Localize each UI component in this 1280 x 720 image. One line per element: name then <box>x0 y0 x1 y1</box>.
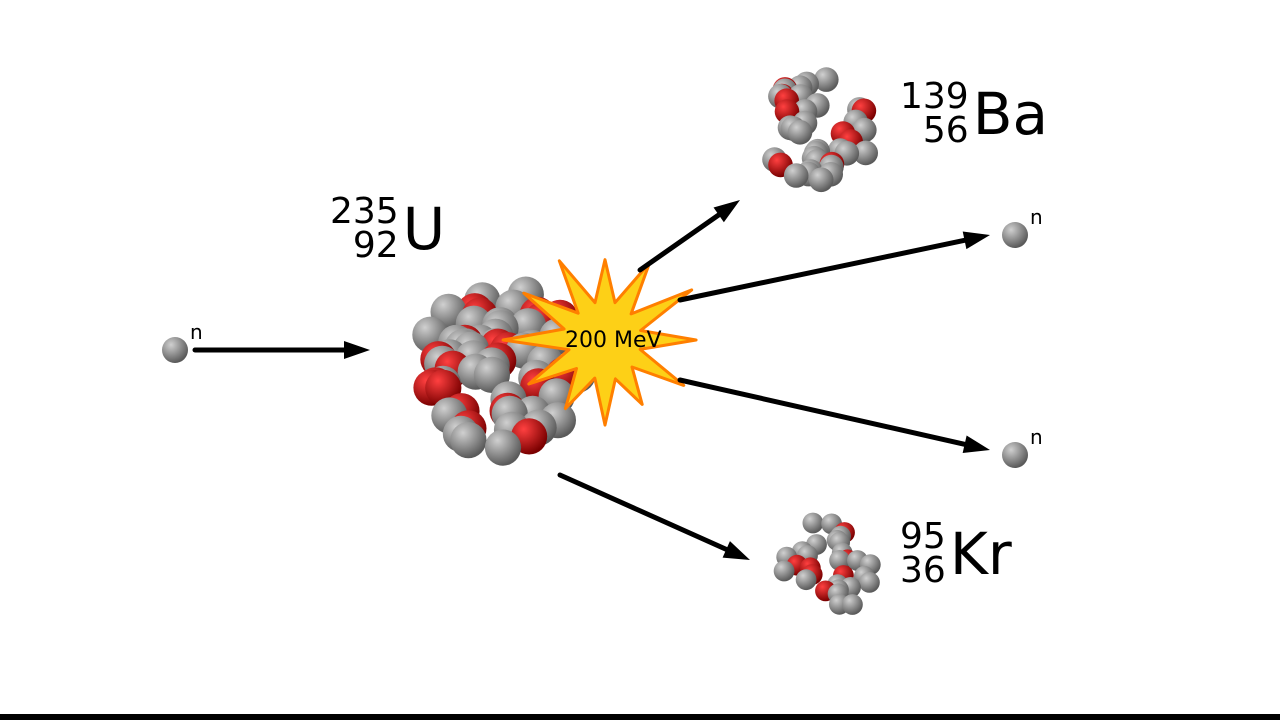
krypton-symbol: Kr <box>950 527 1012 582</box>
krypton-label: 95 36 Kr <box>900 520 1012 588</box>
incoming-neutron-label: n <box>190 320 203 344</box>
arrow-to-n1-head <box>963 232 990 250</box>
barium-nucleus <box>762 67 878 192</box>
arrow-in-head <box>344 341 370 359</box>
barium-label: 139 56 Ba <box>900 80 1048 148</box>
neutron-out-1-label: n <box>1030 205 1043 229</box>
arrow-to-ba-head <box>714 200 740 222</box>
uranium-label: 235 92 U <box>330 195 445 263</box>
uranium-symbol: U <box>403 202 445 257</box>
uranium-z: 92 <box>353 225 399 266</box>
fission-diagram: 235 92 U 139 56 Ba 95 36 Kr n n n 200 Me… <box>0 0 1280 720</box>
energy-label: 200 MeV <box>565 328 662 353</box>
barium-symbol: Ba <box>973 87 1048 142</box>
arrow-to-n1 <box>680 240 965 300</box>
neutron-out-1 <box>1002 222 1028 248</box>
neutron-out-2-label: n <box>1030 425 1043 449</box>
arrow-to-kr-head <box>723 541 750 560</box>
arrow-to-n2 <box>680 380 965 444</box>
bottom-bar <box>0 714 1280 720</box>
arrow-to-n2-head <box>963 435 990 453</box>
barium-z: 56 <box>923 110 969 151</box>
arrow-to-kr <box>560 475 726 549</box>
svg-canvas <box>0 0 1280 720</box>
incoming-neutron <box>162 337 188 363</box>
krypton-z: 36 <box>900 550 946 591</box>
krypton-nucleus <box>774 513 881 615</box>
neutron-out-2 <box>1002 442 1028 468</box>
arrow-to-ba <box>640 215 719 270</box>
